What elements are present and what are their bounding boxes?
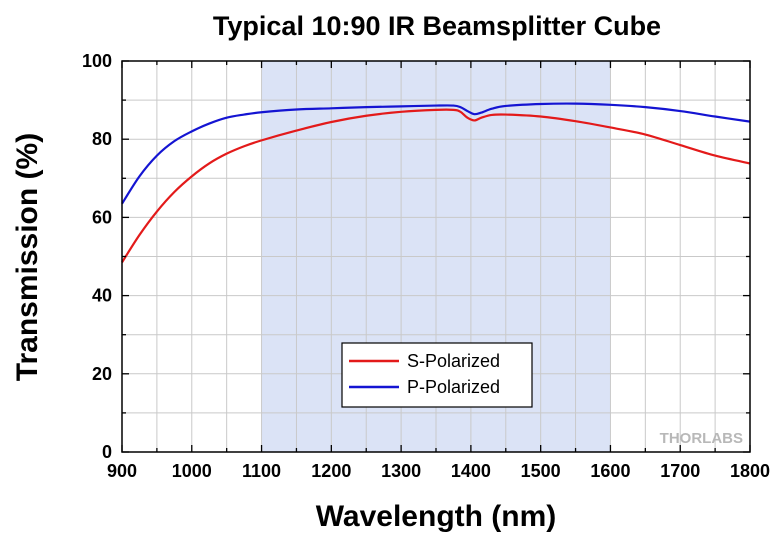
y-tick-label: 40	[92, 286, 112, 306]
x-tick-label: 1600	[590, 461, 630, 481]
x-tick-label: 1200	[311, 461, 351, 481]
chart-title: Typical 10:90 IR Beamsplitter Cube	[213, 11, 661, 41]
y-tick-label: 60	[92, 207, 112, 227]
legend: S-Polarized P-Polarized	[342, 343, 532, 407]
chart-figure: Typical 10:90 IR Beamsplitter Cube 900 10…	[0, 0, 780, 535]
y-tick-label: 80	[92, 129, 112, 149]
y-axis-label: Transmission (%)	[11, 133, 44, 381]
x-tick-label: 1700	[660, 461, 700, 481]
x-axis-label: Wavelength (nm)	[316, 500, 557, 533]
x-tick-label: 1400	[451, 461, 491, 481]
legend-label-p-polarized: P-Polarized	[407, 377, 500, 397]
y-tick-label: 20	[92, 364, 112, 384]
x-tick-label: 1000	[172, 461, 212, 481]
x-tick-label: 1800	[730, 461, 770, 481]
x-tick-label: 1500	[521, 461, 561, 481]
x-tick-label: 900	[107, 461, 137, 481]
legend-label-s-polarized: S-Polarized	[407, 351, 500, 371]
y-tick-label: 0	[102, 442, 112, 462]
x-tick-label: 1100	[242, 461, 281, 481]
thorlabs-watermark: THORLABS	[660, 430, 743, 447]
x-tick-label: 1300	[381, 461, 421, 481]
y-tick-label: 100	[82, 51, 112, 71]
